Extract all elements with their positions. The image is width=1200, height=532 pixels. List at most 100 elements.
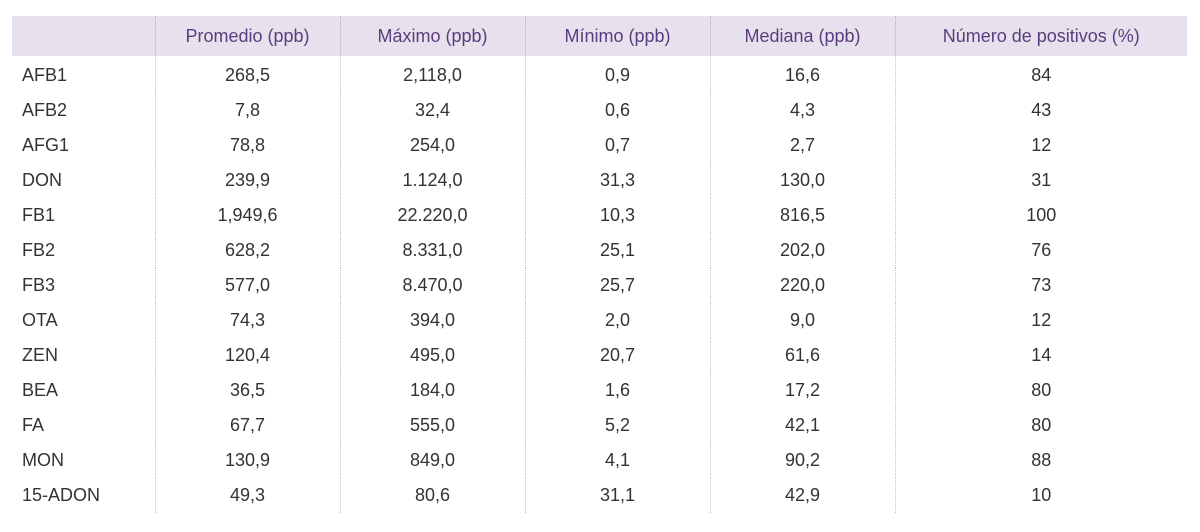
- cell-promedio: 78,8: [154, 128, 340, 163]
- cell-toxin: FB2: [22, 240, 56, 260]
- cell-minimo: 1,6: [524, 373, 710, 408]
- cell-maximo: 1.124,0: [339, 163, 525, 198]
- cell-toxin: AFB1: [22, 65, 68, 85]
- cell-positivos: 10: [894, 478, 1187, 513]
- cell-promedio: 120,4: [154, 338, 340, 373]
- cell-maximo: 555,0: [339, 408, 525, 443]
- cell-minimo: 2,0: [524, 303, 710, 338]
- cell-maximo: 8.470,0: [339, 268, 525, 303]
- cell-mediana: 9,0: [709, 303, 895, 338]
- cell-promedio: 1,949,6: [154, 198, 340, 233]
- cell-maximo: 184,0: [339, 373, 525, 408]
- cell-promedio: 239,9: [154, 163, 340, 198]
- cell-positivos: 12: [894, 128, 1187, 163]
- cell-positivos: 12: [894, 303, 1187, 338]
- table-row: FB1 1,949,6 22.220,0 10,3 816,5 100: [12, 198, 1187, 233]
- cell-promedio: 628,2: [154, 233, 340, 268]
- cell-promedio: 74,3: [154, 303, 340, 338]
- table-row: AFB2 7,8 32,4 0,6 4,3 43: [12, 93, 1187, 128]
- table-row: BEA 36,5 184,0 1,6 17,2 80: [12, 373, 1187, 408]
- cell-promedio: 67,7: [154, 408, 340, 443]
- cell-promedio: 36,5: [154, 373, 340, 408]
- cell-toxin: AFG1: [22, 135, 70, 155]
- cell-minimo: 20,7: [524, 338, 710, 373]
- cell-positivos: 88: [894, 443, 1187, 478]
- cell-toxin: OTA: [22, 310, 58, 330]
- cell-positivos: 31: [894, 163, 1187, 198]
- cell-minimo: 31,1: [524, 478, 710, 513]
- cell-positivos: 73: [894, 268, 1187, 303]
- cell-positivos: 43: [894, 93, 1187, 128]
- cell-minimo: 0,9: [524, 56, 710, 93]
- cell-toxin: FA: [22, 415, 45, 435]
- cell-positivos: 14: [894, 338, 1187, 373]
- cell-mediana: 816,5: [709, 198, 895, 233]
- cell-maximo: 495,0: [339, 338, 525, 373]
- cell-maximo: 8.331,0: [339, 233, 525, 268]
- table-row: AFG1 78,8 254,0 0,7 2,7 12: [12, 128, 1187, 163]
- cell-maximo: 2,118,0: [339, 56, 525, 93]
- cell-maximo: 22.220,0: [339, 198, 525, 233]
- cell-promedio: 130,9: [154, 443, 340, 478]
- cell-maximo: 254,0: [339, 128, 525, 163]
- cell-toxin: 15-ADON: [22, 485, 101, 505]
- cell-maximo: 849,0: [339, 443, 525, 478]
- cell-positivos: 76: [894, 233, 1187, 268]
- table-row: DON 239,9 1.124,0 31,3 130,0 31: [12, 163, 1187, 198]
- cell-mediana: 90,2: [709, 443, 895, 478]
- header-maximo: Máximo (ppb): [339, 16, 525, 56]
- header-mediana: Mediana (ppb): [709, 16, 895, 56]
- cell-minimo: 4,1: [524, 443, 710, 478]
- mycotoxin-table-container: Promedio (ppb) Máximo (ppb) Mínimo (ppb)…: [12, 16, 1187, 513]
- table-row: MON 130,9 849,0 4,1 90,2 88: [12, 443, 1187, 478]
- cell-toxin: DON: [22, 170, 62, 190]
- cell-promedio: 49,3: [154, 478, 340, 513]
- table-row: FB2 628,2 8.331,0 25,1 202,0 76: [12, 233, 1187, 268]
- cell-minimo: 31,3: [524, 163, 710, 198]
- cell-promedio: 577,0: [154, 268, 340, 303]
- header-row: Promedio (ppb) Máximo (ppb) Mínimo (ppb)…: [12, 16, 1187, 56]
- cell-positivos: 80: [894, 408, 1187, 443]
- table-row: 15-ADON 49,3 80,6 31,1 42,9 10: [12, 478, 1187, 513]
- cell-promedio: 7,8: [154, 93, 340, 128]
- header-positivos: Número de positivos (%): [894, 16, 1187, 56]
- cell-mediana: 220,0: [709, 268, 895, 303]
- cell-toxin: AFB2: [22, 100, 68, 120]
- mycotoxin-stats-table: Promedio (ppb) Máximo (ppb) Mínimo (ppb)…: [12, 16, 1187, 513]
- cell-mediana: 4,3: [709, 93, 895, 128]
- cell-toxin: ZEN: [22, 345, 58, 365]
- cell-mediana: 42,1: [709, 408, 895, 443]
- cell-promedio: 268,5: [154, 56, 340, 93]
- cell-minimo: 25,1: [524, 233, 710, 268]
- cell-minimo: 0,6: [524, 93, 710, 128]
- cell-mediana: 61,6: [709, 338, 895, 373]
- cell-maximo: 80,6: [339, 478, 525, 513]
- cell-mediana: 202,0: [709, 233, 895, 268]
- cell-positivos: 100: [894, 198, 1187, 233]
- cell-mediana: 130,0: [709, 163, 895, 198]
- cell-toxin: FB3: [22, 275, 56, 295]
- cell-mediana: 2,7: [709, 128, 895, 163]
- cell-positivos: 84: [894, 56, 1187, 93]
- cell-minimo: 5,2: [524, 408, 710, 443]
- cell-maximo: 32,4: [339, 93, 525, 128]
- cell-minimo: 25,7: [524, 268, 710, 303]
- table-header: Promedio (ppb) Máximo (ppb) Mínimo (ppb)…: [12, 16, 1187, 56]
- cell-mediana: 42,9: [709, 478, 895, 513]
- table-row: ZEN 120,4 495,0 20,7 61,6 14: [12, 338, 1187, 373]
- cell-mediana: 16,6: [709, 56, 895, 93]
- table-body: AFB1 268,5 2,118,0 0,9 16,6 84 AFB2 7,8 32,4 0,6 4…: [12, 56, 1187, 513]
- table-row: FA 67,7 555,0 5,2 42,1 80: [12, 408, 1187, 443]
- header-toxin: [12, 16, 155, 56]
- table-row: FB3 577,0 8.470,0 25,7 220,0 73: [12, 268, 1187, 303]
- cell-toxin: MON: [22, 450, 64, 470]
- cell-positivos: 80: [894, 373, 1187, 408]
- cell-mediana: 17,2: [709, 373, 895, 408]
- cell-maximo: 394,0: [339, 303, 525, 338]
- header-promedio: Promedio (ppb): [154, 16, 340, 56]
- cell-toxin: BEA: [22, 380, 59, 400]
- cell-minimo: 0,7: [524, 128, 710, 163]
- table-row: OTA 74,3 394,0 2,0 9,0 12: [12, 303, 1187, 338]
- cell-minimo: 10,3: [524, 198, 710, 233]
- header-minimo: Mínimo (ppb): [524, 16, 710, 56]
